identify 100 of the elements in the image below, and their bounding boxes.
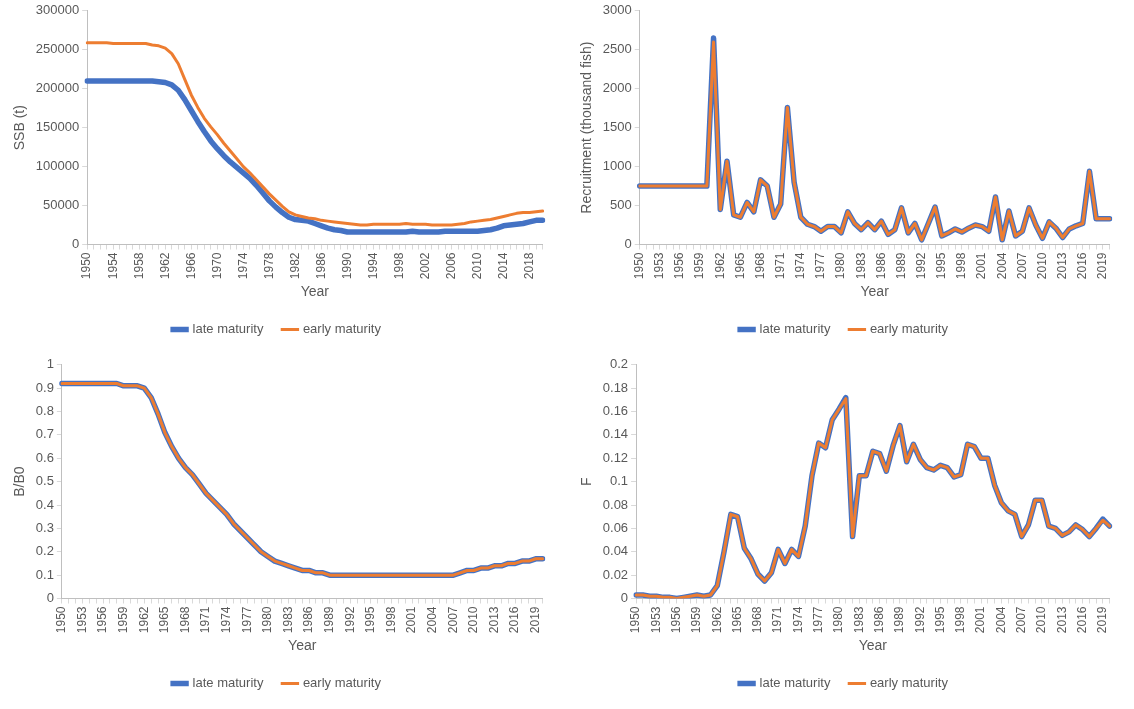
legend-label: late maturity — [192, 321, 264, 337]
x-tick-label: 1965 — [157, 606, 172, 634]
x-tick-label: 1980 — [833, 252, 848, 280]
legend-label: early maturity — [302, 675, 382, 691]
y-tick-label: 1000 — [602, 158, 632, 174]
y-tick-label: 0 — [620, 590, 629, 606]
y-tick-label: 0.6 — [35, 449, 54, 465]
x-tick-label: 1978 — [261, 252, 276, 280]
x-tick-label: 1965 — [729, 606, 744, 634]
x-tick-label: 2006 — [443, 252, 458, 280]
y-tick-label: 0.3 — [35, 519, 54, 535]
x-tick-label: 2019 — [1095, 606, 1110, 634]
x-tick-label: 2010 — [469, 252, 484, 280]
x-tick-label: 1962 — [712, 252, 727, 280]
x-tick-label: 2010 — [1034, 606, 1049, 634]
x-tick-label: 1956 — [672, 252, 687, 280]
x-tick-label: 2004 — [993, 606, 1008, 634]
x-tick-label: 2001 — [973, 606, 988, 634]
x-tick-label: 1986 — [313, 252, 328, 280]
y-tick-label: 0.4 — [35, 496, 54, 512]
y-axis-title: F — [578, 477, 595, 486]
y-axis-title: Recruitment (thousand fish) — [578, 41, 595, 214]
x-tick-label: 2019 — [1095, 252, 1110, 280]
legend-label: early maturity — [869, 321, 949, 337]
y-tick-label: 0.12 — [602, 449, 629, 465]
y-tick-label: 100000 — [35, 158, 80, 174]
x-tick-label: 1968 — [750, 606, 765, 634]
y-axis-title: SSB (t) — [11, 105, 28, 151]
y-tick-label: 0.06 — [602, 519, 629, 535]
x-tick-label: 1992 — [342, 606, 357, 634]
x-tick-label: 1995 — [363, 606, 378, 634]
x-tick-label: 1971 — [198, 606, 213, 634]
legend-label: late maturity — [192, 675, 264, 691]
x-tick-label: 1953 — [74, 606, 89, 634]
y-tick-label: 0.2 — [35, 543, 54, 559]
x-tick-label: 1994 — [365, 252, 380, 280]
x-tick-label: 1992 — [913, 252, 928, 280]
x-tick-label: 2013 — [1054, 252, 1069, 280]
x-tick-label: 2010 — [1034, 252, 1049, 280]
x-tick-label: 1986 — [873, 252, 888, 280]
x-tick-label: 1990 — [339, 252, 354, 280]
x-tick-label: 1974 — [790, 606, 805, 634]
x-tick-label: 1959 — [115, 606, 130, 634]
y-tick-label: 0.2 — [610, 356, 629, 372]
x-tick-label: 1971 — [773, 252, 787, 280]
y-tick-label: 2500 — [602, 41, 632, 57]
y-tick-label: 200000 — [35, 80, 80, 96]
y-tick-label: 0.08 — [602, 496, 629, 512]
x-tick-label: 1974 — [235, 252, 250, 280]
y-tick-label: 0.7 — [35, 426, 54, 442]
y-tick-label: 0.14 — [602, 426, 629, 442]
x-tick-label: 2016 — [1075, 252, 1090, 280]
x-tick-label: 1983 — [853, 252, 868, 280]
x-tick-label: 2001 — [974, 252, 989, 280]
x-tick-label: 1982 — [287, 252, 302, 280]
legend-label: early maturity — [302, 321, 382, 337]
x-tick-label: 2004 — [994, 252, 1009, 280]
x-tick-label: 1950 — [79, 252, 94, 280]
y-tick-label: 50000 — [43, 197, 80, 213]
x-tick-label: 1995 — [934, 252, 949, 280]
x-tick-label: 1962 — [709, 606, 724, 634]
legend-label: early maturity — [869, 675, 949, 691]
x-axis-title: Year — [860, 283, 890, 300]
x-tick-label: 1998 — [953, 606, 968, 634]
x-tick-label: 1998 — [954, 252, 969, 280]
x-tick-label: 1970 — [209, 252, 224, 280]
y-tick-label: 500 — [610, 197, 632, 213]
x-tick-label: 1965 — [732, 252, 747, 280]
y-tick-label: 0.16 — [602, 403, 629, 419]
x-tick-label: 2002 — [417, 252, 432, 280]
x-tick-label: 2016 — [1074, 606, 1089, 634]
legend-label: late maturity — [759, 675, 831, 691]
x-tick-label: 1956 — [669, 606, 683, 634]
x-tick-label: 1983 — [280, 606, 295, 634]
x-tick-label: 1962 — [136, 606, 151, 634]
x-tick-label: 1959 — [692, 252, 707, 280]
x-tick-label: 1989 — [893, 252, 908, 280]
x-tick-label: 2014 — [495, 252, 510, 280]
x-tick-label: 2001 — [404, 606, 419, 634]
x-tick-label: 2013 — [486, 606, 501, 634]
x-axis-title: Year — [300, 283, 330, 300]
x-tick-label: 1953 — [648, 606, 663, 634]
x-tick-label: 2007 — [445, 606, 460, 634]
x-tick-label: 1950 — [632, 252, 647, 280]
x-tick-label: 1998 — [383, 606, 398, 634]
x-tick-label: 1950 — [54, 606, 69, 634]
x-tick-label: 2016 — [507, 606, 522, 634]
x-tick-label: 1956 — [95, 606, 110, 634]
x-tick-label: 1977 — [239, 606, 254, 634]
y-tick-label: 0.8 — [35, 403, 54, 419]
x-tick-label: 1954 — [105, 252, 120, 280]
x-tick-label: 1998 — [391, 252, 406, 280]
y-tick-label: 0 — [71, 236, 80, 252]
legend-label: late maturity — [759, 321, 831, 337]
x-tick-label: 1953 — [652, 252, 667, 280]
x-axis-title: Year — [288, 637, 317, 654]
x-tick-label: 1980 — [260, 606, 275, 634]
y-tick-label: 0.04 — [602, 543, 629, 559]
y-tick-label: 2000 — [602, 80, 632, 96]
x-tick-label: 1989 — [892, 606, 907, 634]
